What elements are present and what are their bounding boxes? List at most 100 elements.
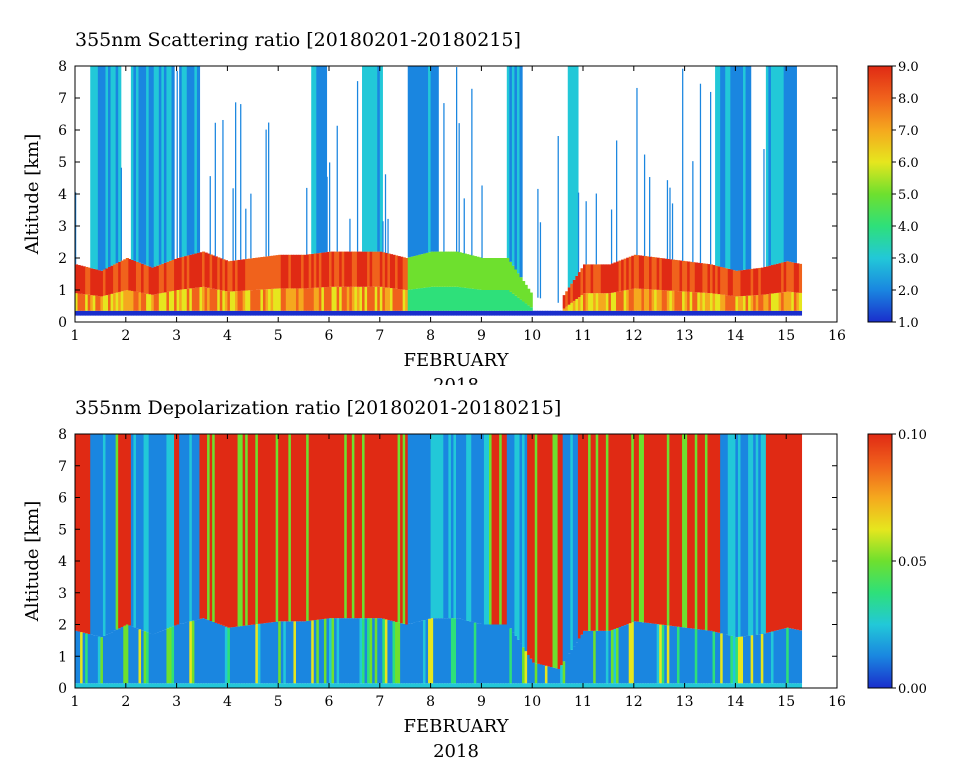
scattering-surface-cell [207, 310, 211, 316]
depol-upper-cell [161, 434, 165, 631]
scattering-pbl-cell [684, 291, 688, 311]
scattering-pbl-cell [643, 289, 648, 311]
depol-surface-cell [580, 683, 584, 688]
scattering-surface-cell [489, 310, 493, 316]
scattering-pbl-cell [438, 286, 442, 311]
scattering-pbl-cell [516, 297, 521, 311]
scattering-pbl-cell [186, 288, 190, 311]
depol-pbl-cell [222, 625, 226, 684]
depol-pbl-cell [280, 621, 284, 684]
depol-upper-cell [669, 434, 673, 626]
depol-upper-cell [471, 434, 475, 622]
depol-surface-cell [382, 683, 386, 688]
depol-pbl-cell [301, 621, 305, 684]
scattering-pbl-top-cell [417, 254, 422, 289]
scattering-pbl-cell [123, 290, 127, 311]
colorbar-tick-label: 8.0 [898, 92, 919, 107]
depol-pbl-cell [171, 626, 175, 684]
scattering-pbl-cell [191, 288, 195, 311]
depol-upper-cell [468, 434, 472, 622]
scattering-surface-cell [102, 310, 107, 316]
scattering-surface-cell [687, 310, 691, 316]
depol-surface-cell [95, 683, 99, 688]
scattering-cloud-cell [143, 66, 147, 265]
scattering-pbl-top-cell [133, 260, 137, 292]
scattering-surface-cell [247, 310, 251, 316]
scattering-surface-cell [153, 310, 157, 316]
depol-upper-cell [402, 434, 406, 624]
scattering-cloud-cell [186, 66, 190, 256]
depol-upper-cell [438, 434, 442, 619]
depol-pbl-cell [242, 625, 246, 684]
depol-upper-cell [661, 434, 665, 625]
depol-upper-cell [331, 434, 335, 619]
depol-surface-cell [186, 683, 190, 688]
scattering-pbl-top-cell [768, 265, 772, 294]
scattering-surface-cell [329, 310, 333, 316]
scattering-surface-cell [605, 310, 609, 316]
depol-upper-cell [257, 434, 262, 624]
scattering-surface-cell [428, 310, 432, 316]
depol-upper-cell [684, 434, 688, 628]
depol-pbl-cell [621, 626, 625, 684]
scattering-cloud-cell [146, 66, 150, 266]
x-tick-label: 14 [726, 694, 744, 710]
depol-pbl-cell [395, 621, 399, 684]
scattering-pbl-cell [133, 291, 137, 311]
scattering-surface-cell [397, 310, 401, 316]
depol-upper-cell [727, 434, 731, 636]
scattering-surface-cell [572, 310, 576, 316]
scattering-pbl-top-cell [461, 252, 465, 288]
depol-upper-cell [687, 434, 691, 628]
depol-pbl-cell [374, 618, 378, 684]
scattering-pbl-top-cell [369, 251, 373, 287]
depol-upper-cell [85, 434, 89, 634]
scattering-pbl-cell [285, 288, 289, 311]
scattering-streak-cell [265, 129, 267, 257]
depol-pbl-cell [255, 624, 259, 684]
depol-pbl-cell [463, 620, 467, 684]
depol-surface-cell [712, 683, 716, 688]
depol-pbl-cell [710, 630, 714, 684]
depol-upper-cell [575, 434, 579, 643]
depol-upper-cell [758, 434, 762, 635]
depol-upper-cell [623, 434, 627, 626]
depol-surface-cell [440, 683, 444, 688]
scattering-pbl-top-cell [577, 272, 582, 298]
depol-surface-cell [450, 683, 455, 688]
depol-upper-cell [788, 434, 792, 629]
depol-pbl-cell [636, 621, 640, 684]
scattering-pbl-top-cell [362, 251, 366, 287]
scattering-pbl-top-cell [626, 257, 630, 290]
scattering-streak-cell [669, 187, 671, 260]
scattering-surface-cell [176, 310, 180, 316]
scattering-surface-cell [229, 310, 234, 316]
depol-pbl-cell [793, 629, 797, 684]
scattering-pbl-top-cell [445, 251, 449, 287]
scattering-pbl-top-cell [288, 254, 292, 289]
depol-surface-cell [631, 683, 635, 688]
scattering-pbl-top-cell [529, 292, 533, 308]
depol-upper-cell [618, 434, 622, 628]
scattering-pbl-top-cell [438, 251, 442, 287]
scattering-pbl-cell [422, 287, 427, 311]
depol-pbl-cell [631, 622, 635, 684]
depol-upper-cell [715, 434, 719, 633]
x-tick-label: 8 [426, 694, 435, 710]
scattering-surface-cell [354, 310, 358, 316]
depol-upper-cell [382, 434, 386, 619]
depol-pbl-cell [499, 624, 503, 684]
scattering-colorbar-ticks: 1.02.03.04.05.06.07.08.09.0 [892, 60, 919, 331]
scattering-surface-cell [438, 310, 442, 316]
scattering-pbl-top-cell [260, 257, 264, 290]
scattering-pbl-top-cell [232, 260, 236, 292]
scattering-surface-cell [768, 310, 772, 316]
depol-upper-cell [356, 434, 361, 619]
depol-pbl-cell [168, 627, 173, 684]
colorbar-tick-label: 4.0 [898, 220, 919, 235]
scattering-pbl-cell [661, 290, 665, 311]
scattering-surface-cell [560, 310, 564, 316]
scattering-pbl-cell [163, 292, 168, 311]
scattering-cloud-cell [730, 66, 734, 270]
depol-upper-cell [384, 434, 389, 620]
